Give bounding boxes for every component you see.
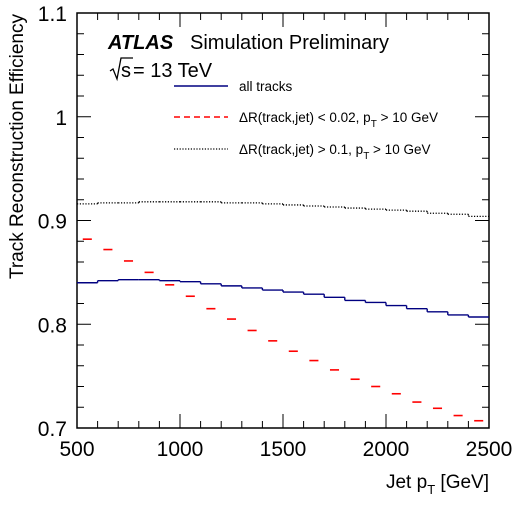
y-tick-label: 1.1 (38, 3, 67, 26)
series-0 (77, 278, 489, 318)
axis-tick-labels: 500 1000 1500 2000 2500 0.7 0.8 0.9 1 1.1 (38, 3, 513, 461)
y-tick-label: 0.9 (38, 211, 67, 234)
atlas-subtitle: Simulation Preliminary (190, 32, 389, 54)
x-axis-title-unit: [GeV] (435, 472, 489, 493)
y-tick-label: 0.8 (38, 314, 67, 337)
series-1 (82, 238, 484, 422)
legend-label-dr-small: ΔR(track,jet) < 0.02, pT > 10 GeV (239, 110, 438, 130)
legend-label-dr-large: ΔR(track,jet) > 0.1, pT > 10 GeV (239, 142, 430, 162)
legend-dr-small-rest: > 10 GeV (377, 110, 438, 125)
legend: all tracks ΔR(track,jet) < 0.02, pT > 10… (174, 79, 438, 162)
legend-label-all-tracks: all tracks (239, 79, 293, 94)
series-2 (77, 201, 489, 218)
series-layer (77, 201, 489, 422)
legend-dr-small-main: ΔR(track,jet) < 0.02, p (239, 110, 371, 125)
axis-ticks (76, 12, 490, 429)
x-axis-title-main: Jet p (386, 472, 427, 493)
x-axis-title-sub: T (427, 482, 435, 497)
sqrt-sign (109, 57, 133, 82)
legend-dr-large-rest: > 10 GeV (369, 142, 430, 157)
y-tick-label: 0.7 (38, 418, 67, 441)
energy-label: = 13 TeV (133, 60, 213, 82)
y-tick-label: 1 (55, 107, 67, 130)
energy-s: s (121, 60, 131, 82)
legend-dr-large-main: ΔR(track,jet) > 0.1, p (239, 142, 363, 157)
y-axis-title: Track Reconstruction Efficiency (7, 14, 28, 280)
x-tick-label: 1500 (260, 438, 307, 461)
atlas-label: ATLAS (107, 32, 174, 54)
x-tick-label: 2500 (466, 438, 513, 461)
x-tick-label: 1000 (157, 438, 204, 461)
legend-dr-large-sub: T (363, 151, 369, 162)
x-tick-label: 500 (59, 438, 94, 461)
legend-dr-small-sub: T (371, 119, 377, 130)
x-axis-title: Jet pT [GeV] (386, 472, 489, 497)
x-tick-label: 2000 (363, 438, 410, 461)
